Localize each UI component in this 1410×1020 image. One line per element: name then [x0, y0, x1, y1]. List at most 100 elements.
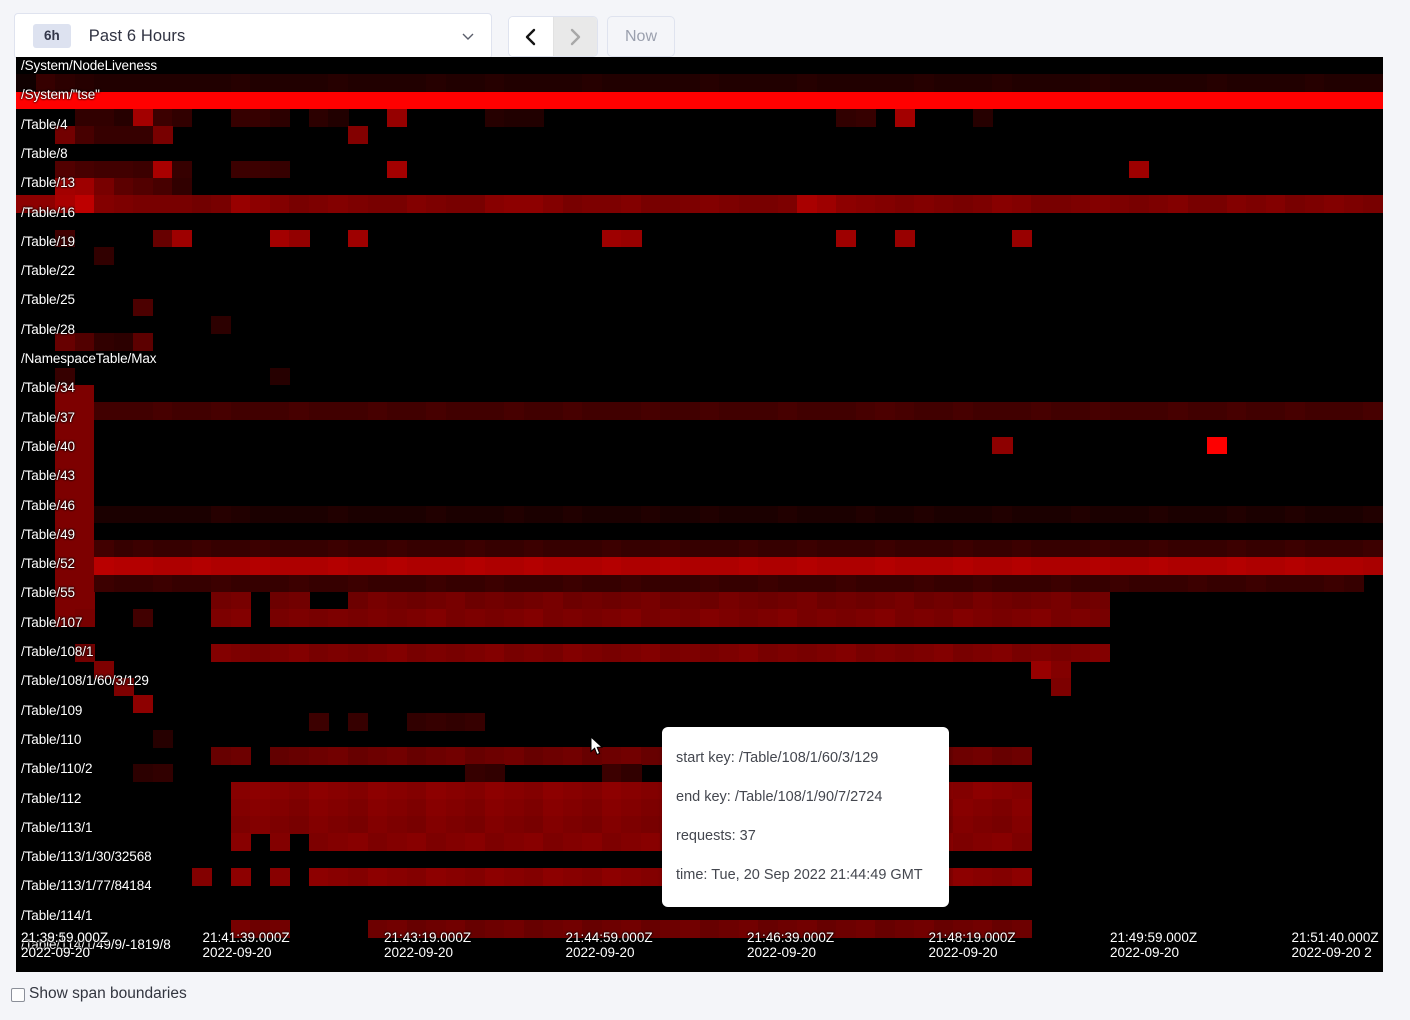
heatmap-cell[interactable]	[1226, 74, 1247, 93]
heatmap-cell[interactable]	[445, 402, 466, 420]
heatmap-cell[interactable]	[601, 574, 622, 593]
heatmap-cell[interactable]	[74, 505, 95, 524]
heatmap-cell[interactable]	[914, 643, 935, 662]
heatmap-cell[interactable]	[230, 798, 251, 817]
heatmap-cell[interactable]	[875, 557, 896, 576]
heatmap-cell[interactable]	[465, 747, 486, 766]
heatmap-cell[interactable]	[836, 574, 857, 593]
heatmap-cell[interactable]	[1148, 74, 1169, 93]
heatmap-cell[interactable]	[250, 557, 271, 576]
heatmap-cell[interactable]	[679, 574, 701, 593]
heatmap-cell[interactable]	[367, 816, 388, 835]
heatmap-cell[interactable]	[465, 574, 486, 593]
heatmap-cell[interactable]	[113, 402, 134, 420]
heatmap-cell[interactable]	[914, 402, 935, 420]
heatmap-cell[interactable]	[797, 643, 818, 662]
heatmap-cell[interactable]	[74, 74, 95, 93]
heatmap-cell[interactable]	[582, 781, 603, 800]
heatmap-cell[interactable]	[269, 919, 290, 938]
heatmap-cell[interactable]	[230, 540, 251, 558]
heatmap-cell[interactable]	[1285, 505, 1306, 524]
heatmap-cell[interactable]	[406, 747, 427, 766]
heatmap-cell[interactable]	[1070, 402, 1091, 420]
heatmap-cell[interactable]	[699, 402, 720, 420]
heatmap-cell[interactable]	[16, 74, 37, 93]
heatmap-cell[interactable]	[504, 919, 525, 938]
heatmap-cell[interactable]	[797, 591, 818, 610]
heatmap-cell[interactable]	[55, 74, 76, 93]
heatmap-cell[interactable]	[758, 74, 779, 93]
heatmap-cell[interactable]	[777, 505, 798, 524]
heatmap-cell[interactable]	[699, 91, 720, 110]
heatmap-cell[interactable]	[230, 574, 251, 593]
heatmap-cell[interactable]	[738, 557, 759, 576]
heatmap-cell[interactable]	[972, 816, 994, 835]
heatmap-cell[interactable]	[484, 798, 505, 817]
heatmap-cell[interactable]	[133, 91, 154, 110]
heatmap-cell[interactable]	[523, 643, 544, 662]
heatmap-cell[interactable]	[387, 781, 408, 800]
heatmap-cell[interactable]	[269, 643, 290, 662]
heatmap-cell[interactable]	[972, 591, 994, 610]
heatmap-cell[interactable]	[74, 160, 95, 179]
heatmap-cell[interactable]	[113, 505, 134, 524]
heatmap-cell[interactable]	[543, 816, 564, 835]
heatmap-cell[interactable]	[426, 919, 447, 938]
heatmap-cell[interactable]	[562, 919, 583, 938]
heatmap-cell[interactable]	[679, 91, 701, 110]
heatmap-cell[interactable]	[719, 919, 740, 938]
heatmap-cell[interactable]	[621, 643, 642, 662]
heatmap-cell[interactable]	[1168, 402, 1189, 420]
heatmap-cell[interactable]	[621, 867, 642, 886]
heatmap-cell[interactable]	[133, 108, 154, 127]
heatmap-cell[interactable]	[328, 74, 349, 93]
heatmap-cell[interactable]	[1090, 74, 1111, 93]
heatmap-cell[interactable]	[445, 747, 466, 766]
heatmap-cell[interactable]	[445, 609, 466, 627]
heatmap-cell[interactable]	[1031, 557, 1052, 576]
heatmap-cell[interactable]	[1265, 505, 1286, 524]
heatmap-cell[interactable]	[992, 557, 1013, 576]
heatmap-cell[interactable]	[1148, 557, 1169, 576]
heatmap-cell[interactable]	[367, 609, 388, 627]
heatmap-cell[interactable]	[797, 195, 818, 213]
heatmap-cell[interactable]	[523, 91, 544, 110]
heatmap-cell[interactable]	[504, 505, 525, 524]
heatmap-cell[interactable]	[367, 798, 388, 817]
heatmap-cell[interactable]	[660, 540, 681, 558]
heatmap-cell[interactable]	[465, 609, 486, 627]
heatmap-cell[interactable]	[933, 74, 954, 93]
heatmap-cell[interactable]	[972, 798, 994, 817]
heatmap-cell[interactable]	[347, 505, 369, 524]
heatmap-cell[interactable]	[289, 643, 310, 662]
heatmap-cell[interactable]	[250, 574, 271, 593]
heatmap-cell[interactable]	[1226, 557, 1247, 576]
heatmap-cell[interactable]	[836, 540, 857, 558]
heatmap-cell[interactable]	[1090, 643, 1111, 662]
heatmap-cell[interactable]	[875, 402, 896, 420]
heatmap-cell[interactable]	[640, 833, 662, 852]
heatmap-cell[interactable]	[719, 402, 740, 420]
heatmap-cell[interactable]	[484, 557, 505, 576]
heatmap-cell[interactable]	[543, 798, 564, 817]
heatmap-cell[interactable]	[113, 160, 134, 179]
heatmap-cell[interactable]	[191, 91, 212, 110]
heatmap-cell[interactable]	[406, 919, 427, 938]
heatmap-cell[interactable]	[328, 609, 349, 627]
heatmap-cell[interactable]	[445, 643, 466, 662]
heatmap-cell[interactable]	[367, 574, 388, 593]
heatmap-cell[interactable]	[699, 540, 720, 558]
heatmap-cell[interactable]	[738, 643, 759, 662]
heatmap-cell[interactable]	[797, 402, 818, 420]
heatmap-cell[interactable]	[250, 108, 271, 127]
heatmap-cell[interactable]	[894, 74, 915, 93]
heatmap-cell[interactable]	[582, 195, 603, 213]
heatmap-cell[interactable]	[406, 574, 427, 593]
heatmap-cell[interactable]	[914, 557, 935, 576]
heatmap-cell[interactable]	[1031, 609, 1052, 627]
heatmap-cell[interactable]	[719, 540, 740, 558]
heatmap-cell[interactable]	[933, 591, 954, 610]
heatmap-cell[interactable]	[55, 591, 76, 610]
heatmap-cell[interactable]	[152, 229, 173, 248]
heatmap-cell[interactable]	[347, 126, 369, 144]
